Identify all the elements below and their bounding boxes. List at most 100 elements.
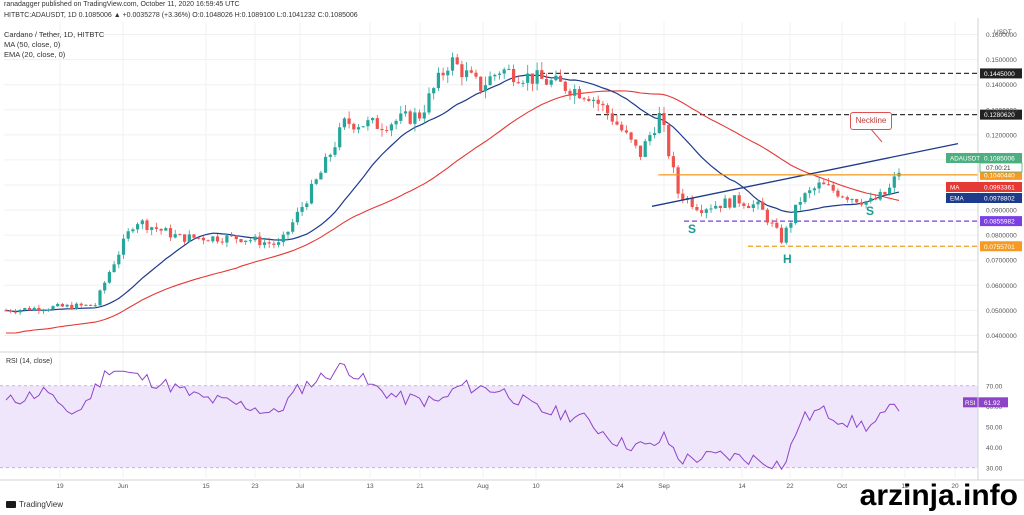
time-tick-label: Aug <box>477 483 489 490</box>
candle-body <box>779 227 784 243</box>
candle-body <box>248 240 252 242</box>
symbol-name: Cardano / Tether, 1D, HITBTC <box>4 30 105 39</box>
neckline-pointer <box>869 127 883 143</box>
candle-body <box>873 198 878 200</box>
candle-body <box>178 234 182 236</box>
candle-body <box>183 234 187 242</box>
candle-body <box>709 208 713 210</box>
candle-body <box>244 240 248 242</box>
candle-body <box>822 182 826 185</box>
time-tick-label: 13 <box>366 483 374 490</box>
candle-body <box>530 73 534 84</box>
candle-body <box>540 70 544 79</box>
level-badge <box>980 109 1022 120</box>
candle-body <box>554 75 558 81</box>
candle-body <box>173 234 177 238</box>
candle-body <box>474 72 478 77</box>
candle-body <box>497 73 502 75</box>
candle-body <box>620 124 624 131</box>
price-badge-tag <box>946 193 980 203</box>
candle-body <box>761 201 765 210</box>
candle-body <box>747 205 751 209</box>
time-tick-label: 10 <box>532 483 540 490</box>
candle-body <box>211 236 215 242</box>
candle-body <box>131 229 135 232</box>
candle-body <box>479 76 483 92</box>
candle-body <box>563 81 567 91</box>
candle-body <box>587 98 591 101</box>
time-tick-label: 12 <box>901 483 909 490</box>
candle-body <box>272 243 276 245</box>
candle-body <box>37 307 41 311</box>
candle-body <box>606 105 610 114</box>
price-badge-name: ADAUSDT <box>950 156 980 163</box>
price-badge-tag <box>946 182 980 192</box>
candle-body <box>521 82 525 84</box>
candle-body <box>465 70 469 78</box>
rsi-badge <box>980 397 1008 408</box>
candle-body <box>723 198 727 208</box>
candle-body <box>737 195 741 204</box>
brand-text: TradingView <box>19 500 64 509</box>
candle-body <box>145 220 149 230</box>
candle-body <box>356 127 361 130</box>
level-badge-label: 0.1445000 <box>984 71 1015 78</box>
candle-body <box>869 198 873 202</box>
candle-body <box>258 236 262 246</box>
candle-body <box>408 111 412 124</box>
published-line: ranadagger published on TradingView.com,… <box>4 1 240 8</box>
candle-body <box>79 303 83 306</box>
candle-body <box>352 123 356 130</box>
candle-body <box>629 132 633 140</box>
price-tick-label: 0.0500000 <box>986 308 1017 315</box>
price-tick-label: 0.1200000 <box>986 132 1017 139</box>
candle-body <box>502 69 506 74</box>
ma-legend: MA (50, close, 0) <box>4 40 61 49</box>
candle-body <box>728 198 732 208</box>
candle-body <box>591 99 596 101</box>
candle-body <box>610 113 614 122</box>
price-tick-label: 0.0700000 <box>986 258 1017 265</box>
candle-body <box>615 121 619 125</box>
candle-body <box>126 231 130 239</box>
candle-body <box>385 130 389 132</box>
candle-body <box>859 202 863 205</box>
rsi-line <box>5 362 900 471</box>
candle-body <box>535 70 539 84</box>
candle-body <box>154 227 158 229</box>
candle-body <box>319 172 323 180</box>
candle-body <box>32 307 36 311</box>
candle-body <box>394 120 398 125</box>
candle-body <box>309 183 314 204</box>
time-tick-label: Oct <box>837 483 847 490</box>
candle-body <box>441 72 445 76</box>
candle-body <box>262 242 267 246</box>
candle-body <box>436 72 440 89</box>
price-badge-value: 0.0993361 <box>984 185 1015 192</box>
candle-body <box>488 76 492 86</box>
candle-body <box>27 308 32 311</box>
candle-body <box>366 120 370 127</box>
candle-body <box>117 254 121 265</box>
candle-body <box>681 193 685 200</box>
right-shoulder-label: S <box>866 204 875 218</box>
price-tick-label: 0.1300000 <box>986 107 1017 114</box>
candle-body <box>850 199 854 201</box>
candle-body <box>197 237 201 239</box>
candle-body <box>817 182 821 189</box>
candle-body <box>648 135 652 142</box>
candle-body <box>756 201 760 205</box>
candle-body <box>103 282 107 291</box>
candle-body <box>159 228 163 231</box>
candle-body <box>601 103 605 106</box>
candle-body <box>526 73 530 83</box>
rsi-title: RSI (14, close) <box>6 358 53 365</box>
candle-body <box>460 64 464 78</box>
candle-body <box>399 113 403 121</box>
price-badge <box>980 193 1022 203</box>
candle-body <box>338 127 342 148</box>
candle-body <box>770 222 774 224</box>
candle-body <box>742 203 746 206</box>
candle-body <box>413 112 417 124</box>
time-tick-label: Jun <box>118 483 129 490</box>
